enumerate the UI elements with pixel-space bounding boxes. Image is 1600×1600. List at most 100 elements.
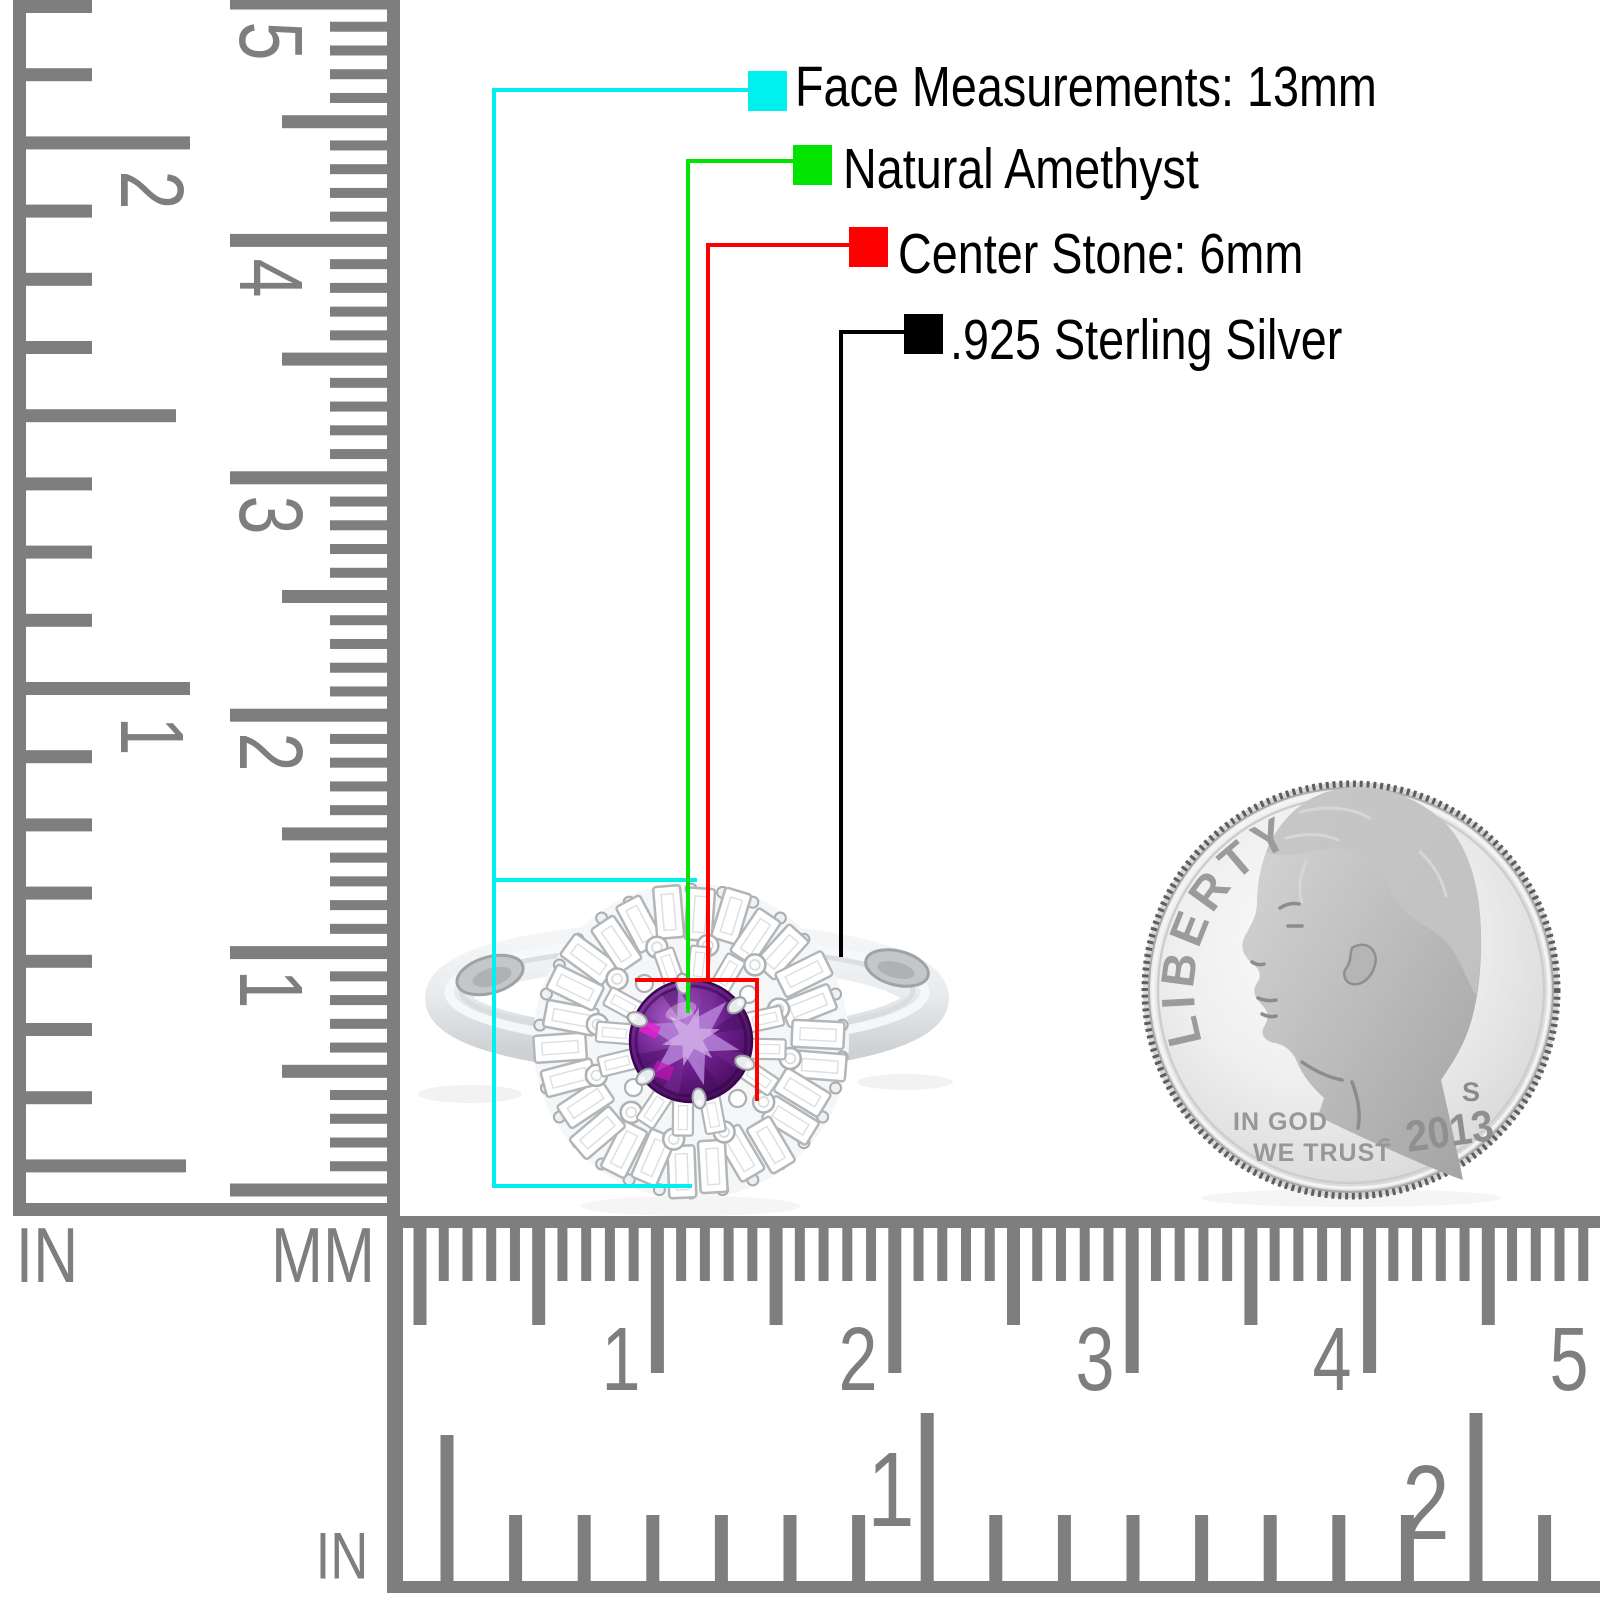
ruler-tick xyxy=(13,1203,400,1216)
ruler-tick xyxy=(330,1042,387,1053)
ruler-tick xyxy=(866,1228,877,1281)
ruler-number: IN xyxy=(16,1211,78,1298)
ruler-tick xyxy=(1103,1228,1114,1281)
ruler-tick xyxy=(1126,1515,1140,1581)
ruler-tick xyxy=(1481,1228,1495,1325)
ruler-tick xyxy=(818,1228,829,1281)
callout-label-face-measurements: Face Measurements: 13mm xyxy=(795,55,1377,119)
round-accent-facet xyxy=(757,1096,770,1108)
round-accent-stone xyxy=(727,1088,748,1109)
stone-star-reflection xyxy=(662,1008,720,1066)
ruler-tick xyxy=(230,233,387,247)
ruler-tick xyxy=(769,1228,783,1325)
ruler-tick xyxy=(330,1113,387,1124)
round-accent-facet xyxy=(611,973,623,985)
ruler-tick xyxy=(1578,1228,1589,1281)
ruler-tick xyxy=(26,0,92,13)
baguette-stone xyxy=(594,1020,635,1046)
stone-facet xyxy=(662,1053,686,1096)
baguette-stone xyxy=(556,1077,615,1130)
ruler-tick xyxy=(486,1228,497,1281)
ruler-tick xyxy=(26,1091,92,1105)
ruler-tick xyxy=(330,757,387,768)
ruler-tick xyxy=(1263,1515,1277,1581)
ruler-tick xyxy=(282,115,387,129)
ruler-number: 4 xyxy=(220,258,320,297)
ruler-tick xyxy=(1507,1228,1518,1281)
ruler-tick xyxy=(26,682,190,695)
leader-line-sterling-silver xyxy=(839,330,904,957)
ruler-tick xyxy=(282,590,387,603)
ruler-tick xyxy=(26,818,92,832)
ruler-tick xyxy=(1032,1228,1043,1281)
ruler-tick xyxy=(390,1581,1600,1593)
ruler-tick xyxy=(26,204,92,218)
ruler-tick xyxy=(330,45,387,56)
leader-line-natural-amethyst xyxy=(686,159,793,1013)
ruler-tick xyxy=(1340,1228,1351,1281)
ruler-tick xyxy=(330,544,387,555)
baguette-stone xyxy=(696,1138,729,1195)
ruler-tick xyxy=(440,1435,454,1581)
ruler-tick xyxy=(1530,1228,1541,1281)
ruler-tick xyxy=(1244,1228,1258,1325)
ruler-tick xyxy=(230,708,387,722)
ruler-tick xyxy=(330,401,387,412)
ruler-tick xyxy=(26,477,92,491)
ruler-tick xyxy=(438,1228,449,1281)
ruler-tick xyxy=(330,69,387,80)
ruler-number: 1 xyxy=(101,716,201,755)
stone-glint xyxy=(651,1061,675,1081)
ruler-tick xyxy=(390,1216,1600,1228)
leader-line-face-measurements xyxy=(492,88,748,1188)
ruler-tick xyxy=(557,1228,568,1281)
ruler-tick xyxy=(1055,1228,1066,1281)
ruler-tick xyxy=(282,827,387,841)
ruler-tick xyxy=(1079,1228,1090,1281)
ruler-tick xyxy=(330,638,387,649)
hair-streaks xyxy=(1284,806,1448,904)
ruler-number: IN xyxy=(316,1519,369,1593)
ruler-tick xyxy=(1007,1228,1020,1325)
ruler-tick xyxy=(330,900,387,911)
ruler-tick xyxy=(330,567,387,578)
ruler-tick xyxy=(330,733,387,744)
ruler-tick xyxy=(1057,1515,1071,1581)
callout-label-sterling-silver: .925 Sterling Silver xyxy=(950,308,1343,372)
ruler-tick xyxy=(920,1413,934,1581)
ruler-tick xyxy=(676,1228,687,1281)
ruler-tick xyxy=(1388,1228,1399,1281)
ruler-tick xyxy=(330,496,387,507)
ruler-tick xyxy=(330,615,387,626)
prong xyxy=(635,1067,656,1086)
baguette-stone xyxy=(545,963,605,1012)
ruler-number: 2 xyxy=(101,170,201,209)
ruler-tick xyxy=(1554,1228,1565,1281)
ruler-tick xyxy=(13,0,26,1216)
round-accent-stone xyxy=(605,967,629,991)
ruler-tick xyxy=(1469,1413,1483,1581)
ruler-tick xyxy=(26,1159,186,1173)
ruler-tick xyxy=(282,352,387,366)
shadow xyxy=(418,1085,522,1103)
prong xyxy=(626,1011,648,1028)
ruler-tick xyxy=(330,781,387,792)
ruler-tick xyxy=(230,1183,387,1197)
ruler-tick xyxy=(1174,1228,1185,1281)
ruler-tick xyxy=(330,1018,387,1029)
ruler-tick xyxy=(26,545,92,559)
ruler-tick xyxy=(1317,1228,1328,1281)
ruler-tick xyxy=(330,971,387,982)
ruler-tick xyxy=(604,1228,615,1281)
color-swatch-red xyxy=(849,227,888,267)
ruler-tick xyxy=(984,1228,995,1281)
ruler-tick xyxy=(888,1228,902,1373)
baguette-stone xyxy=(600,1119,649,1179)
ruler-tick xyxy=(330,306,387,317)
ruler-tick xyxy=(330,187,387,198)
ruler-tick xyxy=(330,449,387,460)
dime-coin: LIBERTY IN GOD WE TRUST 2013 S xyxy=(1141,780,1561,1207)
round-accent-stone xyxy=(743,953,767,977)
ruler-tick xyxy=(1269,1228,1280,1281)
